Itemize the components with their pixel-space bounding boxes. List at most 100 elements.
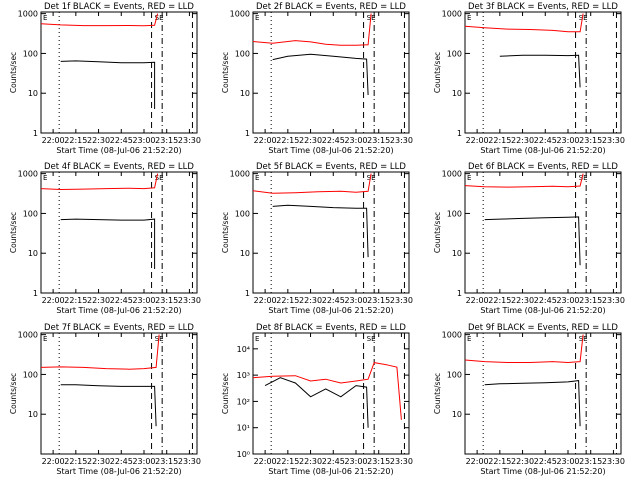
x-axis-label: Start Time (08-Jul-06 21:52:20)	[268, 306, 393, 315]
corner-label: SE	[579, 174, 588, 182]
y-tick-label: 1000	[18, 331, 38, 340]
y-axis-label: Counts/sec	[9, 373, 18, 414]
y-tick-label: 1000	[18, 10, 38, 19]
corner-label: E	[467, 335, 471, 343]
y-axis-label: Counts/sec	[221, 373, 230, 414]
panel-title: Det 9f BLACK = Events, RED = LLD	[468, 323, 618, 333]
x-tick-label: 23:30	[178, 296, 201, 305]
y-tick-label: 100	[235, 209, 250, 218]
x-tick-label: 22:45	[534, 296, 557, 305]
corner-label: E	[43, 14, 47, 22]
x-tick-label: 22:00	[466, 296, 489, 305]
plot-frame	[40, 332, 198, 455]
x-tick-label: 22:30	[87, 136, 110, 145]
y-tick-label: 100	[447, 49, 462, 58]
x-tick-label: 22:00	[42, 136, 65, 145]
x-tick-label: 22:00	[254, 457, 277, 466]
x-tick-label: 22:00	[466, 457, 489, 466]
x-tick-label: 23:00	[132, 136, 155, 145]
x-axis-label: Start Time (08-Jul-06 21:52:20)	[56, 146, 181, 155]
panel-title: Det 7f BLACK = Events, RED = LLD	[44, 323, 194, 333]
x-tick-label: 23:30	[390, 457, 413, 466]
x-tick-label: 22:15	[488, 457, 511, 466]
events-series-line	[60, 384, 157, 427]
x-tick-label: 22:30	[299, 296, 322, 305]
detector-panel: Det 4f BLACK = Events, RED = LLD E SE 22:00…	[9, 162, 201, 315]
x-tick-label: 22:30	[87, 457, 110, 466]
x-tick-label: 23:15	[367, 457, 390, 466]
lld-series-line	[252, 362, 402, 420]
x-axis-label: Start Time (08-Jul-06 21:52:20)	[56, 467, 181, 476]
corner-label: E	[467, 174, 471, 182]
x-tick-label: 23:30	[178, 136, 201, 145]
corner-label: E	[43, 174, 47, 182]
x-tick-label: 22:30	[299, 136, 322, 145]
lld-series-line	[40, 173, 159, 191]
x-tick-label: 23:30	[602, 296, 625, 305]
x-tick-label: 22:45	[110, 457, 133, 466]
y-tick-label: 1000	[442, 331, 462, 340]
x-tick-label: 22:45	[110, 296, 133, 305]
detector-panel: Det 8f BLACK = Events, RED = LLD E SE 22:00…	[221, 323, 413, 476]
y-tick-label: 10⁰	[237, 450, 250, 459]
y-tick-label: 1000	[18, 170, 38, 179]
x-tick-label: 22:30	[87, 296, 110, 305]
plot-frame	[252, 332, 410, 455]
panel-title: Det 8f BLACK = Events, RED = LLD	[256, 323, 406, 333]
x-tick-label: 23:15	[579, 296, 602, 305]
y-tick-label: 10	[452, 89, 462, 98]
panel-title: Det 1f BLACK = Events, RED = LLD	[44, 2, 194, 12]
corner-label: E	[467, 14, 471, 22]
events-series-line	[272, 53, 369, 96]
x-tick-label: 22:30	[511, 457, 534, 466]
x-tick-label: 23:00	[344, 136, 367, 145]
x-axis-label: Start Time (08-Jul-06 21:52:20)	[480, 467, 605, 476]
lld-series-line	[464, 334, 584, 364]
plot-frame	[464, 11, 622, 134]
events-series-line	[499, 54, 581, 88]
y-axis-label: Counts/sec	[433, 52, 442, 93]
x-tick-label: 23:00	[556, 457, 579, 466]
x-tick-label: 22:15	[276, 457, 299, 466]
corner-label: SE	[155, 174, 164, 182]
x-tick-label: 22:45	[534, 136, 557, 145]
x-tick-label: 23:30	[602, 136, 625, 145]
x-tick-label: 23:15	[579, 136, 602, 145]
x-tick-label: 22:45	[322, 457, 345, 466]
y-tick-label: 1000	[230, 170, 250, 179]
corner-label: E	[255, 174, 259, 182]
y-tick-label: 1	[33, 289, 38, 298]
y-axis-label: Counts/sec	[221, 52, 230, 93]
y-tick-label: 100	[447, 209, 462, 218]
events-series-line	[272, 204, 369, 258]
x-tick-label: 23:15	[155, 457, 178, 466]
x-tick-label: 22:15	[64, 136, 87, 145]
events-series-line	[60, 60, 156, 109]
x-tick-label: 22:15	[488, 296, 511, 305]
y-axis-label: Counts/sec	[9, 212, 18, 253]
y-axis-label: Counts/sec	[433, 212, 442, 253]
x-axis-label: Start Time (08-Jul-06 21:52:20)	[480, 306, 605, 315]
lld-series-line	[252, 13, 372, 46]
panel-title: Det 6f BLACK = Events, RED = LLD	[468, 162, 618, 172]
x-axis-label: Start Time (08-Jul-06 21:52:20)	[268, 146, 393, 155]
x-tick-label: 23:00	[344, 296, 367, 305]
events-series-line	[264, 377, 369, 428]
y-tick-label: 100	[23, 209, 38, 218]
events-series-line	[484, 380, 581, 427]
y-axis-label: Counts/sec	[9, 52, 18, 93]
x-axis-label: Start Time (08-Jul-06 21:52:20)	[268, 467, 393, 476]
y-tick-label: 1000	[442, 10, 462, 19]
y-tick-label: 100	[235, 49, 250, 58]
panel-title: Det 5f BLACK = Events, RED = LLD	[256, 162, 406, 172]
y-tick-label: 10⁴	[237, 345, 250, 354]
x-tick-label: 22:00	[254, 296, 277, 305]
plot-frame	[40, 171, 198, 294]
y-tick-label: 10³	[237, 371, 250, 380]
corner-label: SE	[155, 14, 164, 22]
corner-label: E	[255, 335, 259, 343]
x-tick-label: 22:00	[42, 457, 65, 466]
detector-panel: Det 6f BLACK = Events, RED = LLD E SE 22:00…	[433, 162, 625, 315]
x-tick-label: 23:00	[132, 457, 155, 466]
x-tick-label: 23:15	[579, 457, 602, 466]
